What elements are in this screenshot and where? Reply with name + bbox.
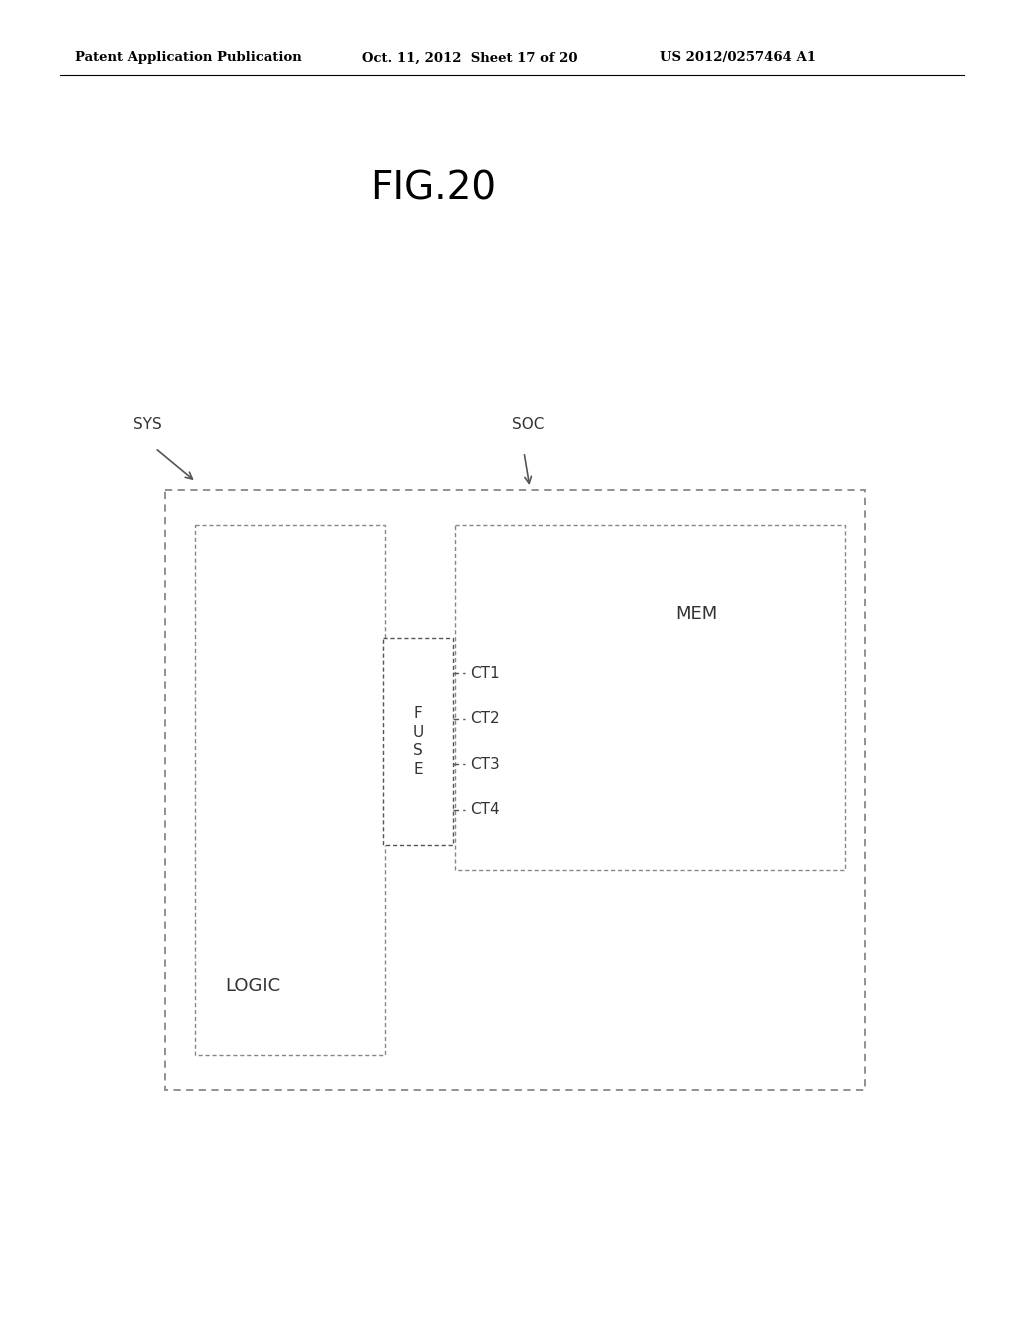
- Bar: [165, 490, 865, 1090]
- Bar: [455, 525, 845, 870]
- Bar: [383, 638, 453, 845]
- Text: FIG.20: FIG.20: [370, 170, 496, 209]
- Text: CT2: CT2: [470, 711, 500, 726]
- Text: Patent Application Publication: Patent Application Publication: [75, 51, 302, 65]
- Text: CT3: CT3: [470, 756, 500, 772]
- Text: F
U
S
E: F U S E: [413, 706, 424, 777]
- Text: SOC: SOC: [512, 417, 545, 432]
- Text: US 2012/0257464 A1: US 2012/0257464 A1: [660, 51, 816, 65]
- Text: MEM: MEM: [676, 605, 718, 623]
- Bar: [195, 525, 385, 1055]
- Text: SYS: SYS: [133, 417, 162, 432]
- Text: CT1: CT1: [470, 665, 500, 681]
- Text: LOGIC: LOGIC: [225, 977, 281, 995]
- Text: CT4: CT4: [470, 803, 500, 817]
- Text: Oct. 11, 2012  Sheet 17 of 20: Oct. 11, 2012 Sheet 17 of 20: [362, 51, 578, 65]
